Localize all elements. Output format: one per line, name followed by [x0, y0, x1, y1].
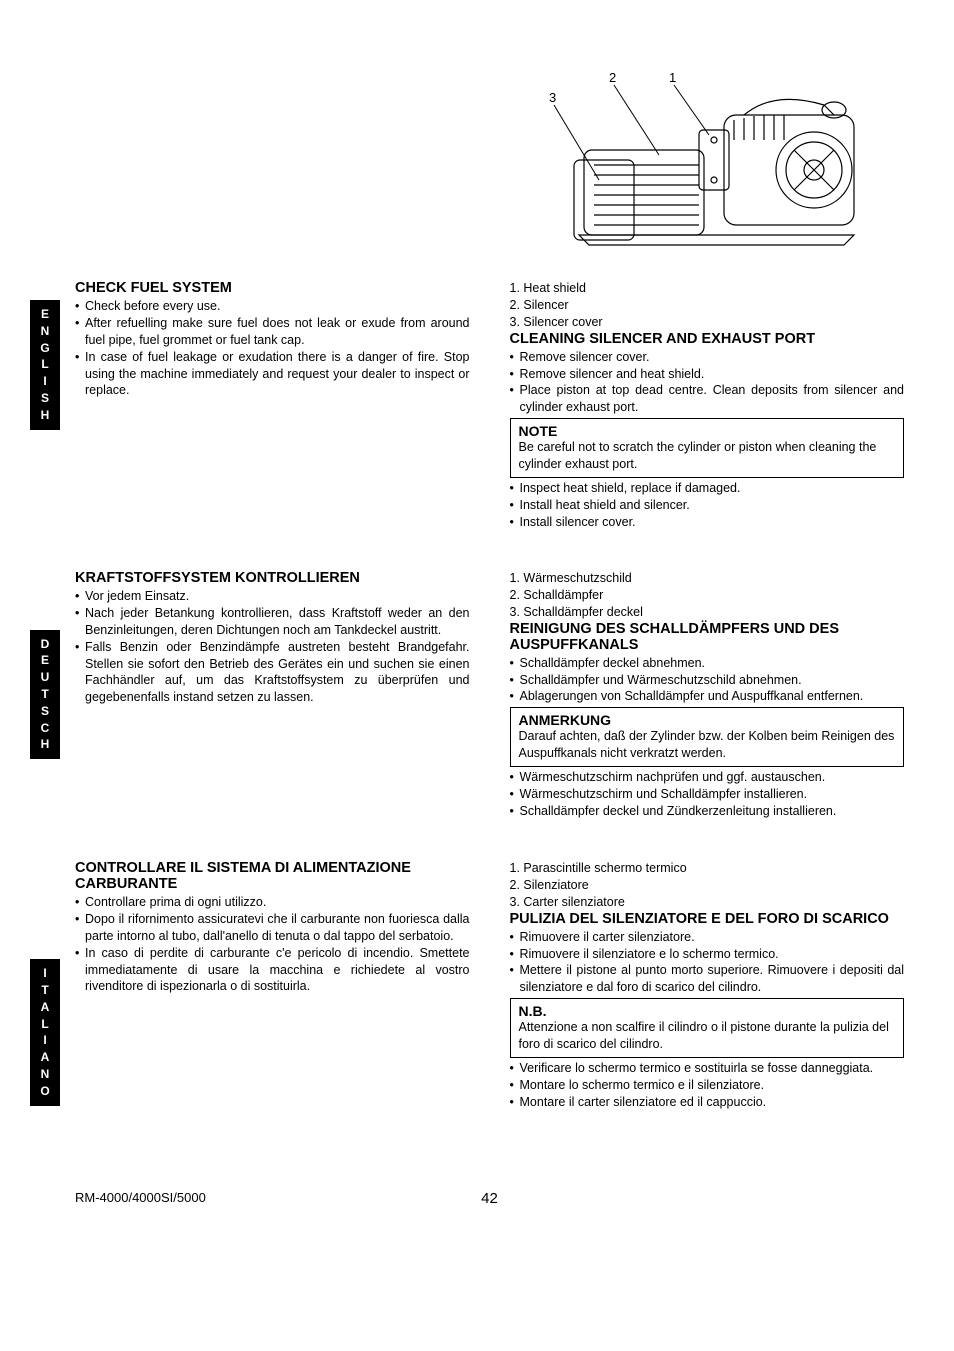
list-item: Dopo il rifornimento assicuratevi che il…: [75, 911, 470, 945]
lang-tab-deutsch: D E U T S C H: [30, 630, 60, 760]
tab-letter: I: [30, 965, 60, 982]
svg-text:2: 2: [609, 70, 616, 85]
page-footer: RM-4000/4000SI/5000 42: [75, 1190, 904, 1207]
legend-item: 1. Parascintille schermo termico: [510, 860, 905, 877]
model-number: RM-4000/4000SI/5000: [75, 1190, 351, 1207]
deutsch-block: KRAFTSTOFFSYSTEM KONTROLLIEREN Vor jedem…: [75, 570, 904, 860]
list-item: Falls Benzin oder Benzindämpfe austreten…: [75, 639, 470, 707]
note-body: Be careful not to scratch the cylinder o…: [519, 439, 896, 473]
list-item: Schalldämpfer deckel abnehmen.: [510, 655, 905, 672]
tab-letter: G: [30, 340, 60, 357]
legend-item: 2. Schalldämpfer: [510, 587, 905, 604]
heading-cleaning-silencer: CLEANING SILENCER AND EXHAUST PORT: [510, 331, 905, 347]
engine-diagram-icon: 3 2 1: [504, 60, 904, 260]
tab-letter: U: [30, 669, 60, 686]
list-item: Check before every use.: [75, 298, 470, 315]
tab-letter: I: [30, 1032, 60, 1049]
note-title: ANMERKUNG: [519, 712, 896, 728]
note-title: N.B.: [519, 1003, 896, 1019]
list-item: Remove silencer and heat shield.: [510, 366, 905, 383]
page-number: 42: [351, 1190, 627, 1207]
list-item: Remove silencer cover.: [510, 349, 905, 366]
english-block: CHECK FUEL SYSTEM Check before every use…: [75, 280, 904, 570]
note-box: ANMERKUNG Darauf achten, daß der Zylinde…: [510, 707, 905, 767]
tab-letter: N: [30, 323, 60, 340]
tab-letter: I: [30, 373, 60, 390]
list-item: Schalldämpfer und Wärmeschutzschild abne…: [510, 672, 905, 689]
tab-letter: A: [30, 1049, 60, 1066]
tab-letter: C: [30, 720, 60, 737]
engine-figure: 3 2 1: [75, 60, 904, 260]
tab-letter: L: [30, 356, 60, 373]
list-item: Install heat shield and silencer.: [510, 497, 905, 514]
tab-letter: S: [30, 390, 60, 407]
tab-letter: E: [30, 652, 60, 669]
legend-item: 3. Schalldämpfer deckel: [510, 604, 905, 621]
list-item: Wärmeschutzschirm nachprüfen und ggf. au…: [510, 769, 905, 786]
tab-letter: H: [30, 407, 60, 424]
tab-letter: S: [30, 703, 60, 720]
list-item: Verificare lo schermo termico e sostitui…: [510, 1060, 905, 1077]
list-item: After refuelling make sure fuel does not…: [75, 315, 470, 349]
language-tabs: E N G L I S H D E U T S C H I T A L I A …: [30, 60, 60, 1207]
legend-item: 3. Silencer cover: [510, 314, 905, 331]
list-item: Install silencer cover.: [510, 514, 905, 531]
tab-letter: N: [30, 1066, 60, 1083]
list-item: Mettere il pistone al punto morto superi…: [510, 962, 905, 996]
tab-letter: H: [30, 736, 60, 753]
list-item: In caso di perdite di carburante c'e per…: [75, 945, 470, 996]
list-item: Ablagerungen von Schalldämpfer und Auspu…: [510, 688, 905, 705]
tab-letter: D: [30, 636, 60, 653]
list-item: Nach jeder Betankung kontrollieren, dass…: [75, 605, 470, 639]
svg-text:3: 3: [549, 90, 556, 105]
legend-item: 3. Carter silenziatore: [510, 894, 905, 911]
heading-controllare: CONTROLLARE IL SISTEMA DI ALIMENTAZIONE …: [75, 860, 470, 892]
tab-letter: A: [30, 999, 60, 1016]
lang-tab-italiano: I T A L I A N O: [30, 959, 60, 1105]
svg-text:1: 1: [669, 70, 676, 85]
list-item: Rimuovere il silenziatore e lo schermo t…: [510, 946, 905, 963]
note-body: Attenzione a non scalfire il cilindro o …: [519, 1019, 896, 1053]
note-box: NOTE Be careful not to scratch the cylin…: [510, 418, 905, 478]
list-item: Place piston at top dead centre. Clean d…: [510, 382, 905, 416]
legend-item: 2. Silenziatore: [510, 877, 905, 894]
italiano-block: CONTROLLARE IL SISTEMA DI ALIMENTAZIONE …: [75, 860, 904, 1150]
list-item: In case of fuel leakage or exudation the…: [75, 349, 470, 400]
tab-letter: E: [30, 306, 60, 323]
tab-letter: O: [30, 1083, 60, 1100]
note-box: N.B. Attenzione a non scalfire il cilind…: [510, 998, 905, 1058]
tab-letter: T: [30, 982, 60, 999]
tab-letter: L: [30, 1016, 60, 1033]
list-item: Inspect heat shield, replace if damaged.: [510, 480, 905, 497]
heading-pulizia: PULIZIA DEL SILENZIATORE E DEL FORO DI S…: [510, 911, 905, 927]
list-item: Controllare prima di ogni utilizzo.: [75, 894, 470, 911]
list-item: Vor jedem Einsatz.: [75, 588, 470, 605]
heading-kraftstoff: KRAFTSTOFFSYSTEM KONTROLLIEREN: [75, 570, 470, 586]
tab-letter: T: [30, 686, 60, 703]
list-item: Montare il carter silenziatore ed il cap…: [510, 1094, 905, 1111]
legend-item: 1. Wärmeschutzschild: [510, 570, 905, 587]
heading-check-fuel: CHECK FUEL SYSTEM: [75, 280, 470, 296]
legend-item: 1. Heat shield: [510, 280, 905, 297]
list-item: Wärmeschutzschirm und Schalldämpfer inst…: [510, 786, 905, 803]
note-body: Darauf achten, daß der Zylinder bzw. der…: [519, 728, 896, 762]
heading-reinigung: REINIGUNG DES SCHALLDÄMPFERS UND DES AUS…: [510, 621, 905, 653]
list-item: Montare lo schermo termico e il silenzia…: [510, 1077, 905, 1094]
legend-item: 2. Silencer: [510, 297, 905, 314]
lang-tab-english: E N G L I S H: [30, 300, 60, 430]
list-item: Schalldämpfer deckel und Zündkerzenleitu…: [510, 803, 905, 820]
note-title: NOTE: [519, 423, 896, 439]
list-item: Rimuovere il carter silenziatore.: [510, 929, 905, 946]
